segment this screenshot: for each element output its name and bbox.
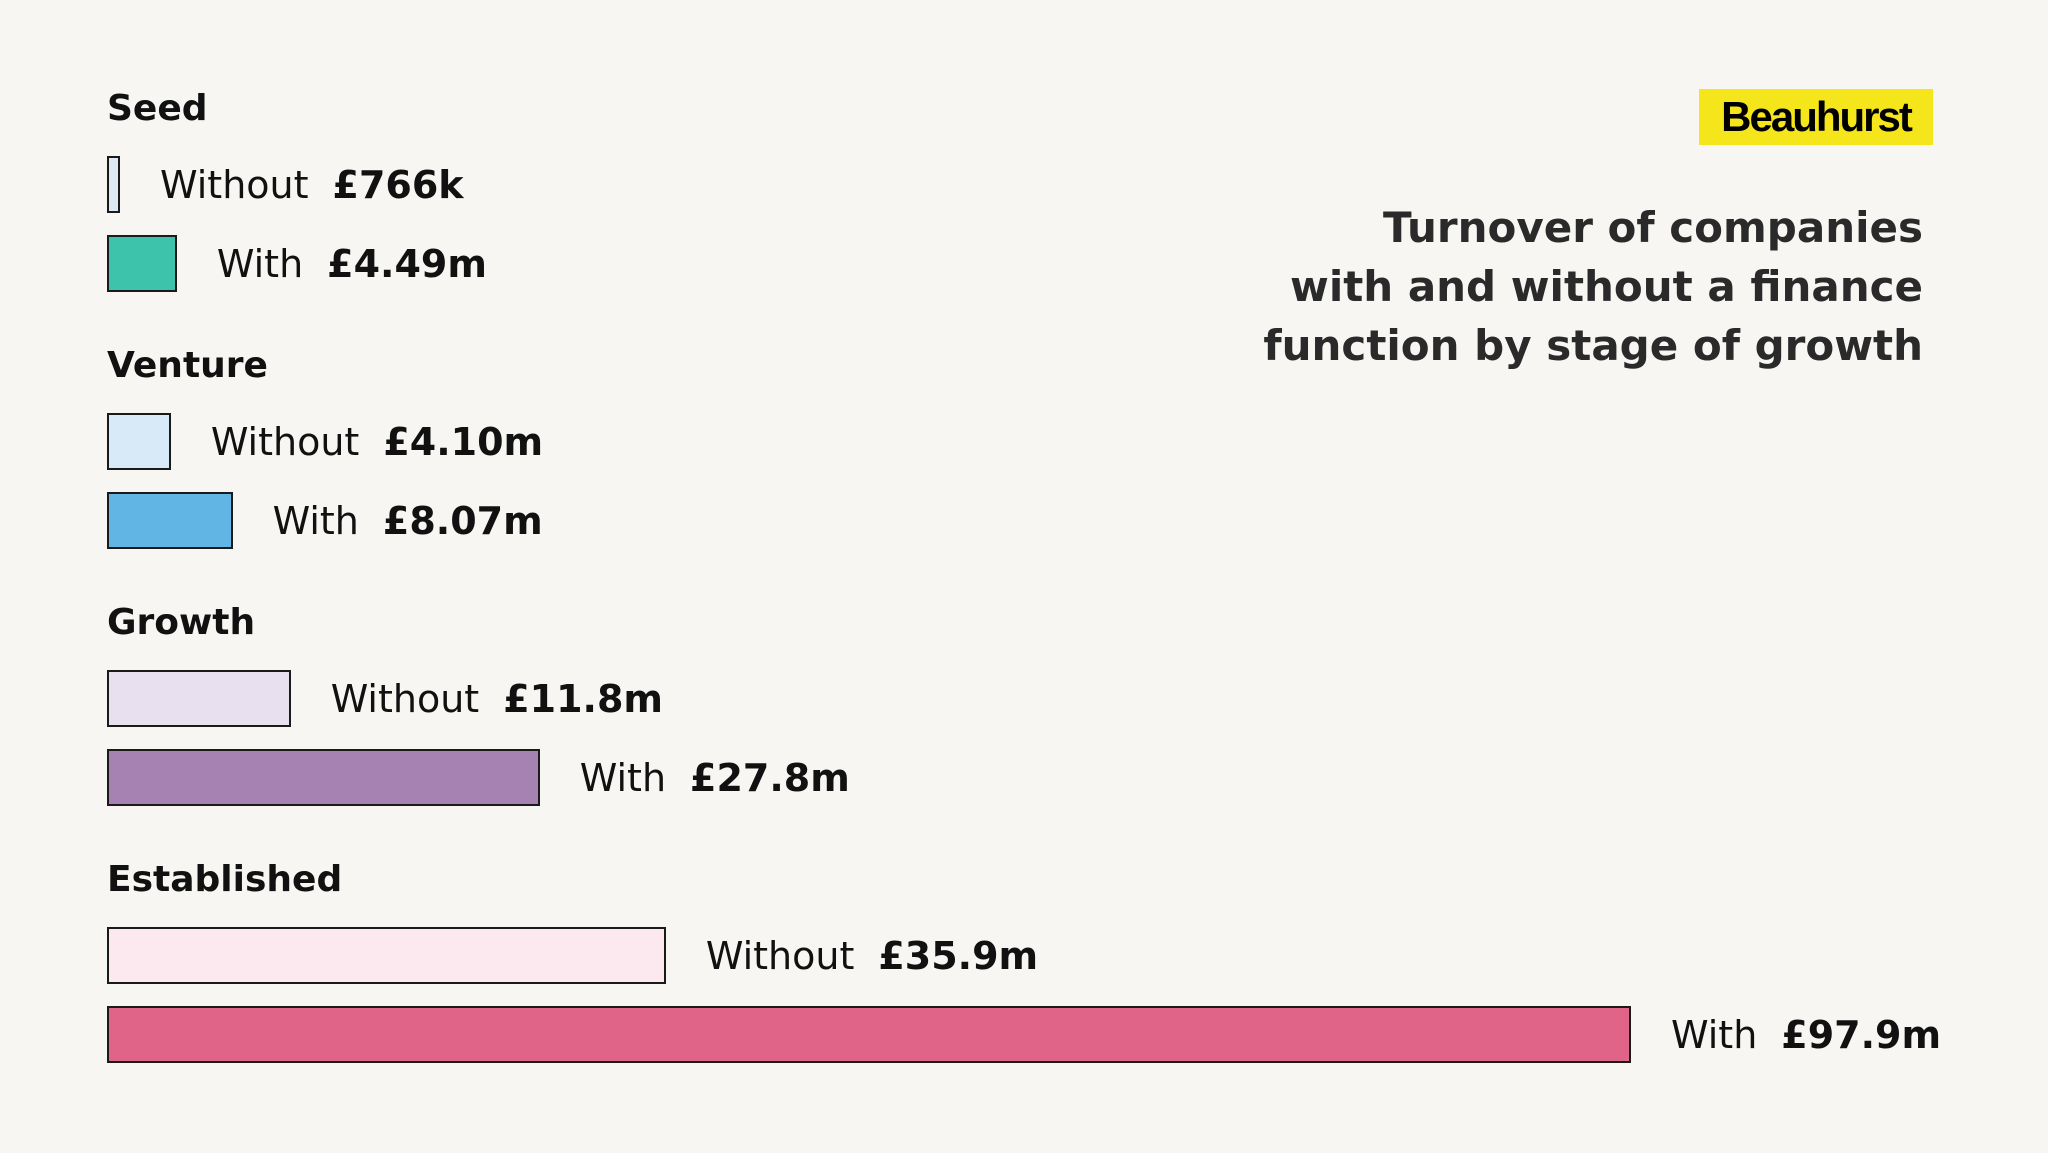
bar-label: With £8.07m xyxy=(273,502,543,540)
data-label: £11.8m xyxy=(503,677,663,721)
group-label: Seed xyxy=(107,88,208,129)
bar-label: With £4.49m xyxy=(217,245,487,283)
data-label: £27.8m xyxy=(690,756,850,800)
bar-venture-without xyxy=(107,413,171,470)
series-name: Without xyxy=(210,420,360,464)
group-label: Growth xyxy=(107,602,256,643)
bar-label: With £97.9m xyxy=(1671,1016,1941,1054)
data-label: £4.10m xyxy=(383,420,544,464)
group-label: Venture xyxy=(107,345,268,386)
chart-title-line: function by stage of growth xyxy=(1263,321,1923,370)
chart-title-line: with and without a finance xyxy=(1290,262,1923,311)
series-name: With xyxy=(216,242,304,286)
chart-title: Turnover of companies with and without a… xyxy=(1223,198,1923,375)
bar-venture-with xyxy=(107,492,233,549)
group-label: Established xyxy=(107,859,343,900)
bar-label: Without £11.8m xyxy=(331,680,663,718)
bar-seed-without xyxy=(107,156,120,213)
bar-established-with xyxy=(107,1006,1631,1063)
data-label: £8.07m xyxy=(382,499,543,543)
bar-label: With £27.8m xyxy=(580,759,850,797)
series-name: With xyxy=(272,499,359,543)
bar-seed-with xyxy=(107,235,177,292)
data-label: £97.9m xyxy=(1781,1013,1942,1057)
series-name: Without xyxy=(705,934,855,978)
bar-growth-with xyxy=(107,749,540,806)
data-label: £35.9m xyxy=(878,934,1039,978)
beauhurst-logo: Beauhurst xyxy=(1699,89,1933,145)
data-label: £766k xyxy=(332,163,464,207)
series-name: With xyxy=(1671,1013,1758,1057)
bar-growth-without xyxy=(107,670,291,727)
data-label: £4.49m xyxy=(327,242,487,286)
bar-label: Without £35.9m xyxy=(706,937,1038,975)
bar-label: Without £766k xyxy=(160,166,464,204)
bar-label: Without £4.10m xyxy=(211,423,543,461)
series-name: Without xyxy=(330,677,480,721)
chart-title-line: Turnover of companies xyxy=(1382,203,1923,252)
series-name: Without xyxy=(160,163,309,207)
bar-established-without xyxy=(107,927,666,984)
series-name: With xyxy=(579,756,667,800)
